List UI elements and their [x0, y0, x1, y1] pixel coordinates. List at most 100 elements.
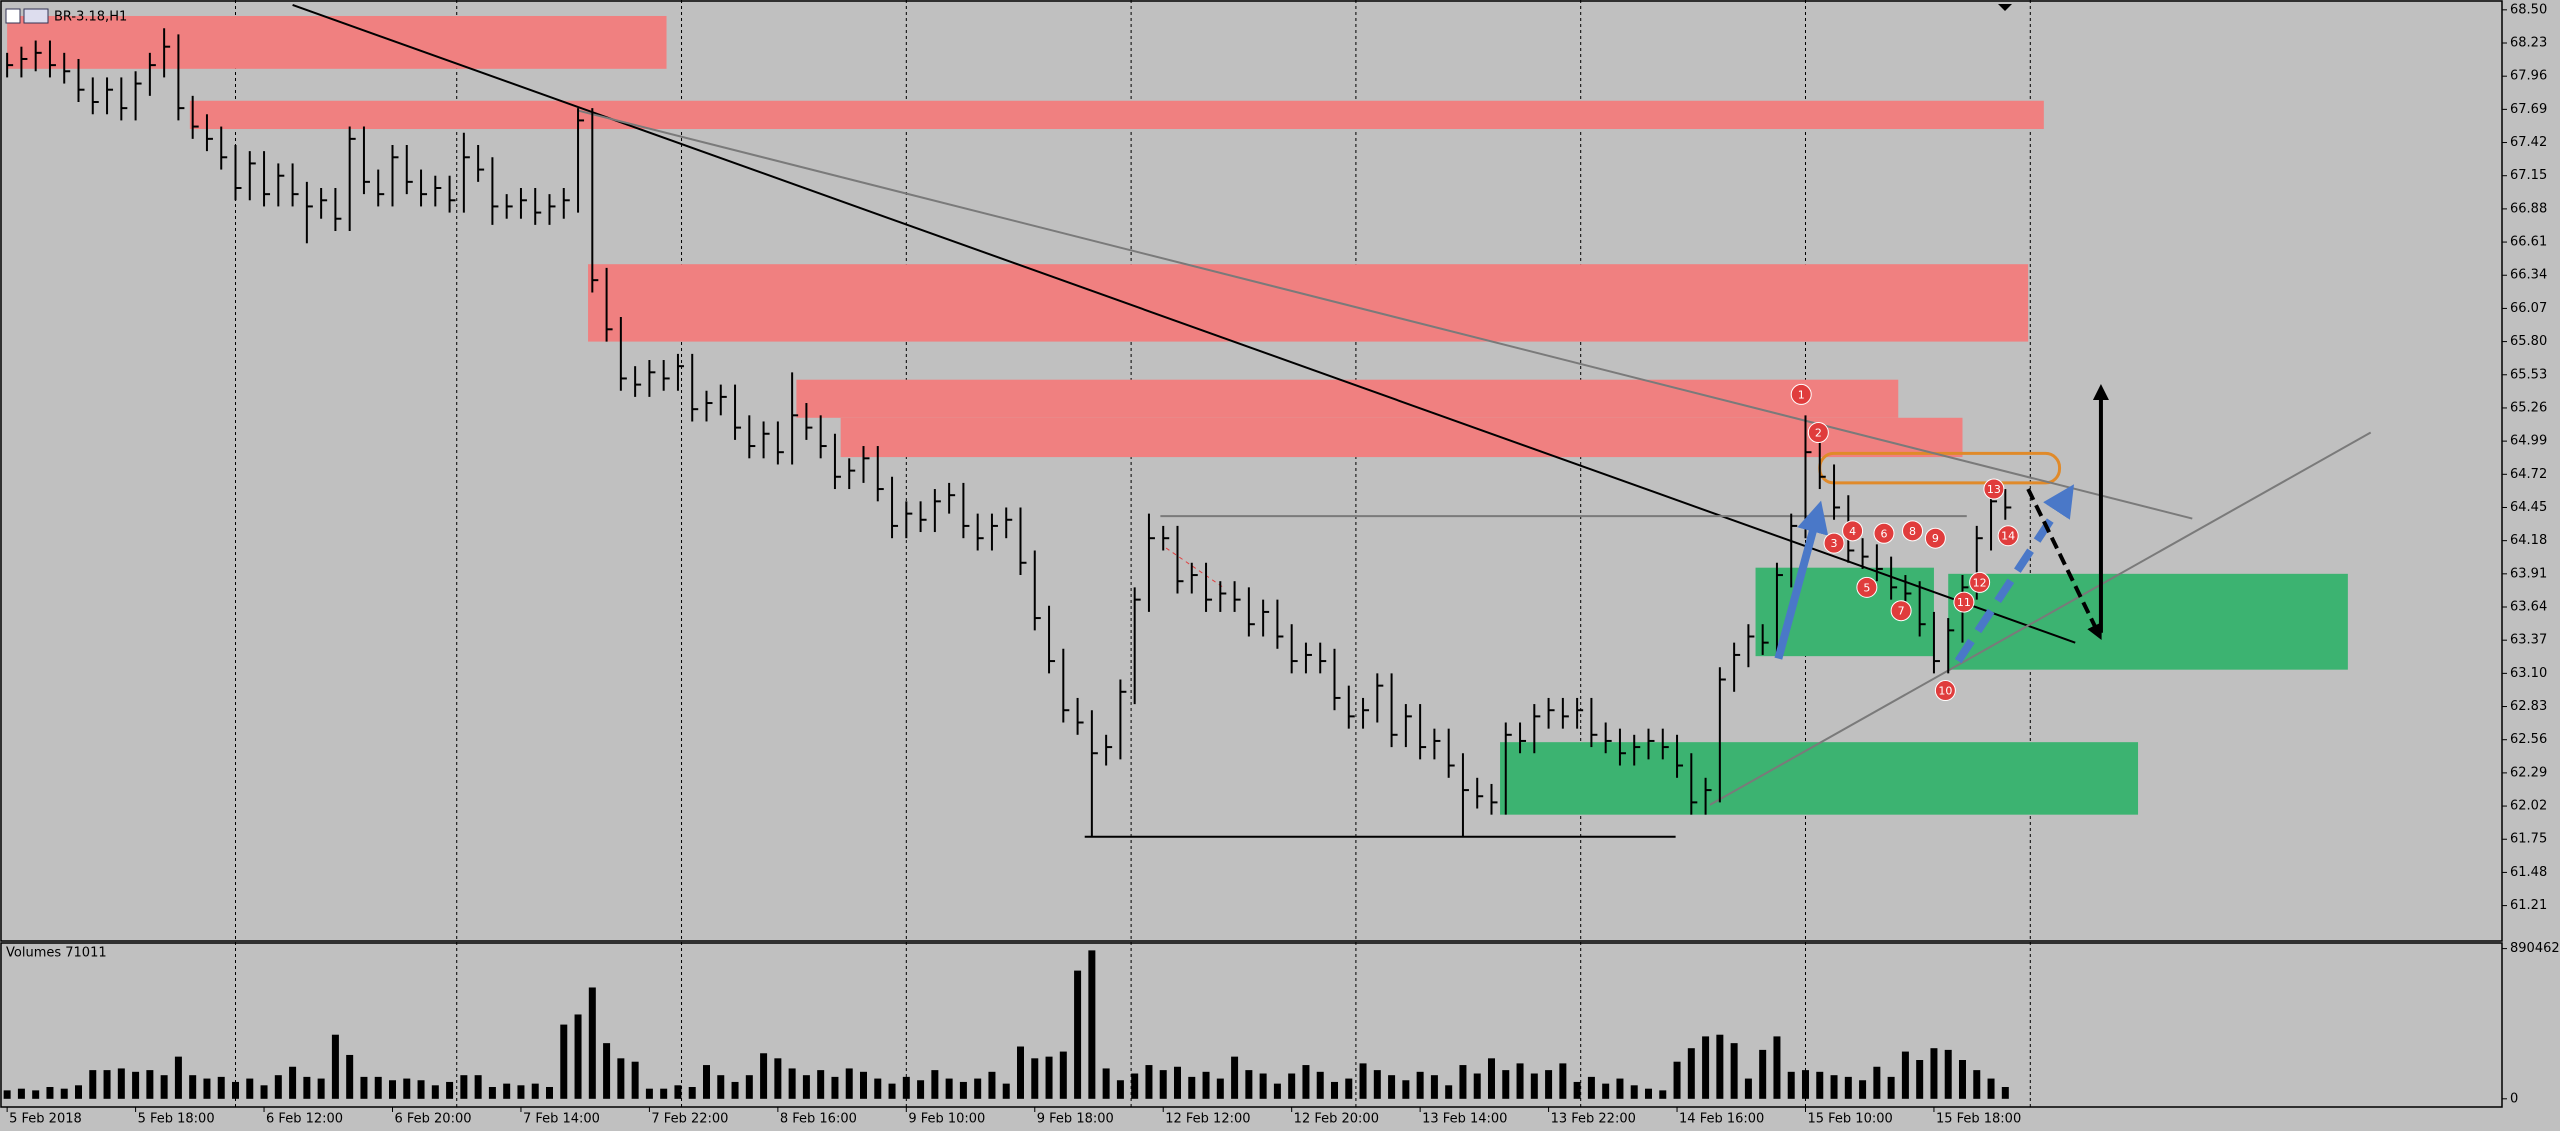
volume-bar [103, 1070, 111, 1099]
volume-bar [1102, 1068, 1110, 1099]
volume-bar [117, 1068, 125, 1099]
volume-bar [1173, 1066, 1181, 1099]
volume-bar [802, 1075, 810, 1099]
x-tick-label: 12 Feb 20:00 [1294, 1112, 1379, 1127]
volume-bar [1873, 1066, 1881, 1099]
point-label: 10 [1938, 685, 1952, 698]
x-tick-label: 6 Feb 20:00 [394, 1112, 471, 1127]
volume-bar [1445, 1085, 1453, 1099]
symbol-icon [5, 8, 21, 24]
volume-bar [788, 1068, 796, 1099]
volume-bar [1545, 1070, 1553, 1099]
volume-bar [1830, 1075, 1838, 1099]
volume-bar [1016, 1046, 1024, 1099]
volume-bar [1587, 1076, 1595, 1099]
point-label: 7 [1898, 605, 1905, 618]
point-label: 5 [1863, 581, 1870, 594]
volume-bar [817, 1070, 825, 1099]
volume-bar [317, 1078, 325, 1099]
y-tick-label: 67.15 [2510, 168, 2547, 183]
volume-bar [246, 1078, 254, 1099]
volume-bar [132, 1071, 140, 1099]
volume-bar [717, 1075, 725, 1099]
volume-bar [1131, 1073, 1139, 1099]
zone [796, 379, 1899, 418]
volume-bar [1373, 1070, 1381, 1099]
arrow [2026, 488, 2102, 641]
volume-bar [603, 1043, 611, 1099]
volume-bar [1559, 1063, 1567, 1099]
point-marker [1842, 520, 1864, 542]
volume-bar [1388, 1075, 1396, 1099]
x-tick-label: 15 Feb 10:00 [1807, 1112, 1892, 1127]
point-label: 14 [2001, 530, 2015, 543]
y-tick-label: 66.07 [2510, 301, 2547, 316]
x-tick-label: 7 Feb 14:00 [523, 1112, 600, 1127]
price-pane-frame [0, 0, 2503, 942]
point-label: 1 [1798, 388, 1805, 401]
volume-bar [203, 1078, 211, 1099]
volume-bar [545, 1086, 553, 1099]
volume-bar [1901, 1051, 1909, 1099]
point-label: 12 [1973, 576, 1987, 589]
y-tick-label: 65.80 [2510, 334, 2547, 349]
point-marker [1969, 571, 1991, 593]
volume-pane-frame [0, 942, 2503, 1108]
volume-bar [1930, 1048, 1938, 1099]
y-tick-label: 68.23 [2510, 36, 2547, 51]
volume-bar [217, 1076, 225, 1099]
volume-bar [574, 1014, 582, 1099]
volume-bar [160, 1075, 168, 1099]
volume-bar [1916, 1060, 1924, 1099]
zone [1500, 742, 2139, 815]
volume-bar [974, 1078, 982, 1099]
point-label: 4 [1849, 525, 1856, 538]
volume-bar [1045, 1056, 1053, 1099]
point-marker [1983, 478, 2005, 500]
volume-bar [403, 1078, 411, 1099]
volume-bar [1801, 1070, 1809, 1099]
volume-bar [1516, 1063, 1524, 1099]
volume-bar [260, 1085, 268, 1099]
volume-bar [731, 1081, 739, 1099]
volume-bar [1644, 1088, 1652, 1099]
volume-bar [660, 1088, 668, 1099]
volume-bar [1473, 1073, 1481, 1099]
volume-bar [460, 1075, 468, 1099]
y-tick-label: 61.48 [2510, 865, 2547, 880]
volume-bar [988, 1071, 996, 1099]
volume-bar [859, 1071, 867, 1099]
point-marker [1856, 576, 1878, 598]
volume-bar [374, 1076, 382, 1099]
volume-bar [1188, 1076, 1196, 1099]
volume-bar [446, 1081, 454, 1099]
symbol-icon [23, 8, 49, 24]
volume-bar [1887, 1076, 1895, 1099]
y-tick-label: 65.53 [2510, 367, 2547, 382]
point-marker [1997, 525, 2019, 547]
point-marker [1873, 522, 1895, 544]
volume-bar [1573, 1081, 1581, 1099]
volume-bar [1031, 1058, 1039, 1099]
volume-bar [831, 1076, 839, 1099]
plot-layer: 123456789101112131468.5068.2367.9667.696… [3, 0, 2560, 1127]
y-tick-label: 63.10 [2510, 666, 2547, 681]
point-marker [1934, 680, 1956, 702]
volume-bar [388, 1080, 396, 1099]
volume-bar [760, 1053, 768, 1099]
x-tick-label: 13 Feb 14:00 [1422, 1112, 1507, 1127]
volume-bar [1288, 1073, 1296, 1099]
y-tick-label: 63.91 [2510, 566, 2547, 581]
volume-bar [517, 1085, 525, 1099]
volume-bar [1059, 1051, 1067, 1099]
volume-bar [745, 1075, 753, 1099]
y-tick-label: 65.26 [2510, 400, 2547, 415]
volume-bar [1958, 1060, 1966, 1099]
y-tick-label: 64.45 [2510, 500, 2547, 515]
volume-bar [74, 1085, 82, 1099]
volume-bar [3, 1090, 11, 1099]
volume-bar [60, 1088, 68, 1099]
volume-bar [1330, 1081, 1338, 1099]
volume-bar [1245, 1070, 1253, 1099]
